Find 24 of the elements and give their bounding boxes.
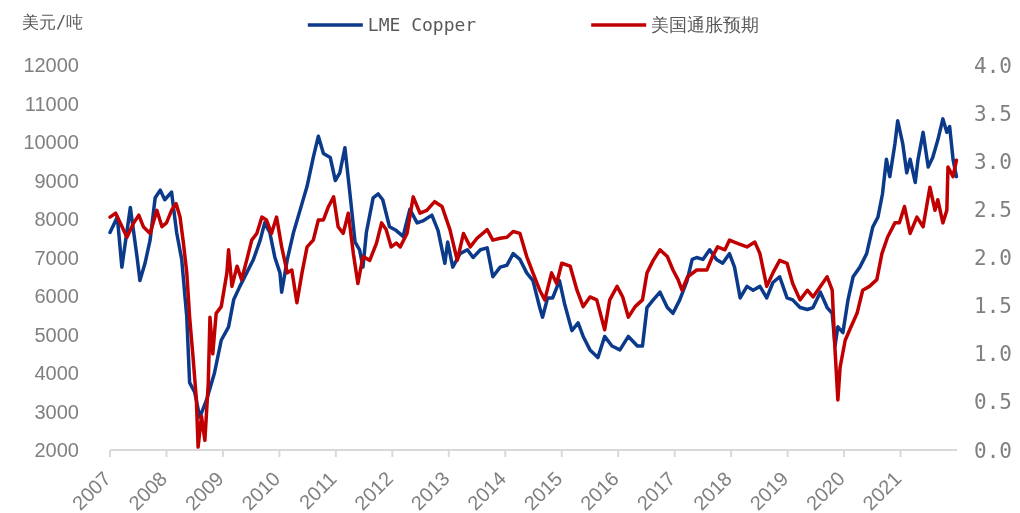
y-tick-label: 3000 bbox=[34, 400, 79, 423]
y2-tick-label: 3.5 bbox=[974, 101, 1012, 126]
y2-tick-label: 1.5 bbox=[974, 294, 1012, 319]
y2-tick-label: 3.0 bbox=[974, 149, 1012, 174]
y2-tick-label: 0.5 bbox=[974, 390, 1012, 415]
y-tick-label: 10000 bbox=[23, 131, 79, 153]
y-tick-label: 12000 bbox=[23, 54, 79, 76]
y-tick-label: 7000 bbox=[34, 246, 79, 269]
y2-tick-label: 1.0 bbox=[974, 342, 1012, 367]
legend-label: 美国通胀预期 bbox=[651, 14, 760, 35]
legend-label: LME Copper bbox=[367, 14, 477, 35]
y-tick-label: 9000 bbox=[34, 169, 79, 192]
y-tick-label: 8000 bbox=[34, 208, 79, 230]
y-tick-label: 6000 bbox=[34, 285, 79, 307]
y-tick-label: 2000 bbox=[34, 439, 79, 461]
y2-tick-label: 2.0 bbox=[974, 246, 1012, 270]
y-tick-label: 5000 bbox=[34, 323, 79, 346]
y-tick-label: 11000 bbox=[24, 92, 79, 115]
y2-tick-label: 0.0 bbox=[974, 438, 1012, 463]
y-axis-title: 美元/吨 bbox=[22, 12, 84, 32]
y2-tick-label: 4.0 bbox=[974, 53, 1012, 78]
line-series bbox=[108, 117, 959, 420]
y2-tick-label: 2.5 bbox=[974, 197, 1012, 222]
y-tick-label: 4000 bbox=[34, 362, 79, 384]
